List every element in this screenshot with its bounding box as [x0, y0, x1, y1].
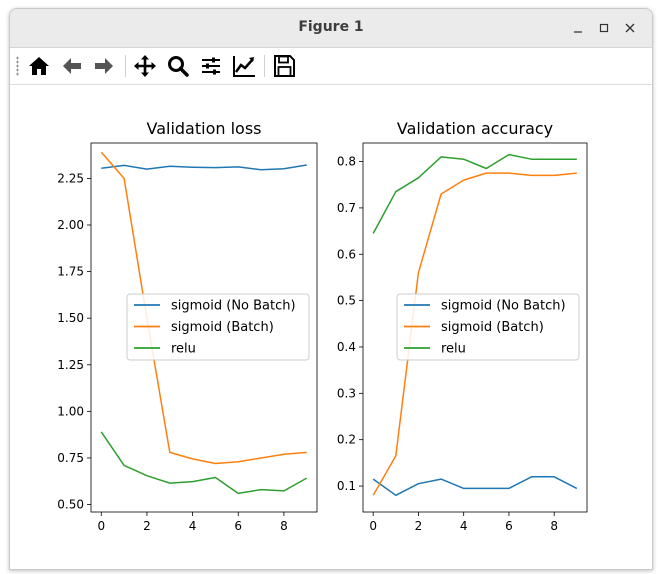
series-line-2 — [100, 431, 308, 495]
back-arrow-icon — [63, 58, 81, 74]
pan-button[interactable] — [132, 53, 158, 79]
y-tick-label: 2.25 — [57, 171, 84, 185]
axes-frame — [90, 142, 318, 513]
y-tick-label: 0.3 — [337, 386, 356, 400]
legend-label-2: relu — [441, 342, 466, 357]
window-title: Figure 1 — [298, 19, 364, 35]
legend-label-1: sigmoid (Batch) — [171, 320, 274, 335]
x-tick-label: 2 — [143, 519, 151, 533]
x-tick-label: 0 — [369, 519, 377, 533]
series-line-1 — [100, 151, 307, 465]
home-button[interactable] — [26, 53, 52, 79]
close-icon — [625, 23, 635, 33]
y-tick-label: 0.1 — [337, 479, 356, 493]
y-tick-label: 1.25 — [57, 358, 84, 372]
forward-arrow-icon — [95, 58, 113, 74]
legend-box — [396, 293, 580, 361]
x-tick-label: 4 — [189, 519, 197, 533]
configure-subplots-button[interactable] — [198, 53, 224, 79]
x-tick-label: 4 — [460, 519, 468, 533]
y-tick-label: 1.75 — [57, 265, 84, 279]
zoom-icon — [168, 56, 189, 77]
chart-title: Validation loss — [147, 119, 262, 138]
minimize-button[interactable] — [567, 17, 589, 39]
forward-button[interactable] — [91, 53, 117, 79]
title-bar[interactable]: Figure 1 — [10, 9, 652, 48]
y-tick-label: 0.6 — [337, 247, 356, 261]
y-tick-label: 0.50 — [57, 498, 84, 512]
y-tick-label: 0.5 — [337, 294, 356, 308]
figure-canvas[interactable]: Validation loss 0 2 4 6 8 0.50 0.75 1.00 1.25 1.50… — [10, 85, 652, 569]
x-tick-label: 2 — [415, 519, 423, 533]
y-tick-label: 2.00 — [57, 218, 84, 232]
back-button[interactable] — [59, 53, 85, 79]
axes-frame — [362, 142, 588, 513]
y-tick-label: 1.00 — [57, 404, 84, 418]
x-tick-label: 6 — [234, 519, 242, 533]
home-icon — [29, 57, 49, 75]
legend-label-1: sigmoid (Batch) — [441, 320, 544, 335]
series-line-0 — [372, 476, 578, 497]
series-line-0 — [101, 164, 307, 171]
y-tick-label: 0.4 — [337, 340, 356, 354]
y-tick-label: 0.75 — [57, 451, 84, 465]
legend-box — [126, 293, 310, 361]
chart-title: Validation accuracy — [397, 119, 553, 138]
minimize-icon — [574, 31, 582, 33]
save-icon — [274, 55, 295, 77]
x-tick-label: 8 — [550, 519, 558, 533]
zoom-button[interactable] — [165, 53, 191, 79]
toolbar-grip[interactable] — [16, 56, 19, 76]
y-tick-label: 0.7 — [337, 201, 356, 215]
maximize-button[interactable] — [593, 17, 615, 39]
series-line-1 — [372, 172, 577, 496]
x-tick-label: 0 — [97, 519, 105, 533]
legend-label-2: relu — [171, 342, 196, 357]
subplots-config-icon — [202, 57, 220, 75]
x-tick-label: 6 — [505, 519, 513, 533]
legend-label-0: sigmoid (No Batch) — [441, 299, 566, 314]
maximize-icon — [599, 23, 609, 33]
x-tick-label: 8 — [280, 519, 288, 533]
toolbar-separator — [264, 55, 265, 77]
y-tick-label: 0.8 — [337, 155, 356, 169]
edit-axes-icon — [233, 56, 255, 77]
series-line-2 — [372, 153, 577, 234]
y-tick-label: 0.2 — [337, 433, 356, 447]
save-button[interactable] — [271, 53, 297, 79]
y-tick-label: 1.50 — [57, 311, 84, 325]
legend-label-0: sigmoid (No Batch) — [171, 299, 296, 314]
figure-window: Figure 1 — [9, 8, 653, 570]
close-button[interactable] — [619, 17, 641, 39]
pan-icon — [134, 55, 156, 77]
navigation-toolbar — [10, 48, 652, 85]
toolbar-separator — [125, 55, 126, 77]
edit-axes-button[interactable] — [231, 53, 257, 79]
